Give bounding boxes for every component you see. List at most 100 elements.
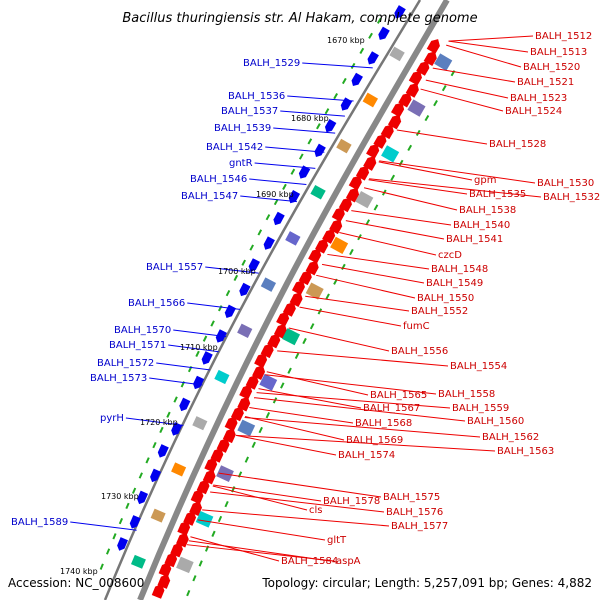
- tick-mark: [373, 204, 379, 211]
- plus-gene-arrow: [351, 72, 363, 87]
- gene-label-minus[interactable]: BALH_1532: [543, 192, 600, 203]
- gene-label-plus[interactable]: BALH_1539: [214, 123, 271, 134]
- gene-label-plus[interactable]: BALH_1546: [190, 174, 247, 185]
- leader-line: [351, 210, 452, 226]
- feature-block: [192, 416, 208, 431]
- gene-label-minus[interactable]: BALH_1575: [383, 492, 440, 503]
- gene-label-minus[interactable]: BALH_1584: [281, 556, 338, 567]
- plus-gene-arrow: [378, 26, 390, 40]
- gene-label-minus[interactable]: BALH_1576: [386, 507, 443, 518]
- tick-mark: [173, 396, 178, 403]
- gene-label-minus[interactable]: BALH_1548: [431, 264, 488, 275]
- kbp-label: 1700 kbp: [218, 267, 256, 276]
- kbp-label: 1680 kbp: [291, 114, 329, 123]
- leader-line: [379, 160, 536, 184]
- gene-label-minus[interactable]: BALH_1563: [497, 446, 554, 457]
- gene-label-minus[interactable]: BALH_1520: [523, 62, 580, 73]
- leader-line: [273, 127, 336, 134]
- gene-label-minus[interactable]: gltT: [327, 535, 347, 546]
- plus-gene-arrow: [179, 397, 191, 412]
- gene-label-plus[interactable]: gntR: [229, 158, 253, 169]
- gene-label-plus[interactable]: BALH_1537: [221, 106, 278, 117]
- gene-label-plus[interactable]: BALH_1566: [128, 298, 185, 309]
- leader-line: [446, 44, 522, 68]
- gene-label-minus[interactable]: BALH_1541: [446, 234, 503, 245]
- gene-label-plus[interactable]: BALH_1557: [146, 262, 203, 273]
- gene-label-minus[interactable]: BALH_1523: [510, 93, 567, 104]
- gene-label-plus[interactable]: pyrH: [100, 413, 124, 424]
- plus-gene-arrow: [157, 444, 169, 458]
- gene-label-minus[interactable]: BALH_1577: [391, 521, 448, 532]
- gene-label-minus[interactable]: BALH_1559: [452, 403, 509, 414]
- gene-label-minus[interactable]: aspA: [336, 556, 361, 567]
- leader-line: [236, 434, 337, 456]
- leader-line: [254, 162, 316, 169]
- gene-label-minus[interactable]: fumC: [403, 321, 430, 332]
- kbp-label: 1690 kbp: [256, 190, 294, 199]
- gene-label-plus[interactable]: BALH_1572: [97, 358, 154, 369]
- leader-line: [205, 266, 259, 274]
- gene-label-minus[interactable]: BALH_1535: [469, 189, 526, 200]
- tick-mark: [349, 248, 354, 256]
- gene-label-plus[interactable]: BALH_1547: [181, 191, 238, 202]
- gene-label-minus[interactable]: BALH_1567: [363, 403, 420, 414]
- plus-gene-arrow: [288, 189, 301, 204]
- gene-label-minus[interactable]: BALH_1560: [467, 416, 524, 427]
- gene-label-plus[interactable]: BALH_1542: [206, 142, 263, 153]
- leader-line: [187, 302, 240, 310]
- feature-block: [389, 46, 405, 62]
- leader-line: [396, 129, 488, 145]
- leader-line: [218, 472, 382, 498]
- gene-label-minus[interactable]: BALH_1538: [459, 205, 516, 216]
- tick-mark: [257, 229, 263, 236]
- leader-line: [190, 536, 280, 562]
- gene-label-minus[interactable]: BALH_1530: [537, 178, 594, 189]
- gene-label-minus[interactable]: BALH_1574: [338, 450, 395, 461]
- feature-block: [434, 53, 453, 71]
- gene-label-minus[interactable]: BALH_1565: [370, 390, 427, 401]
- tick-mark: [125, 502, 130, 510]
- gene-label-minus[interactable]: BALH_1550: [417, 293, 474, 304]
- gene-label-minus[interactable]: BALH_1540: [453, 220, 510, 231]
- feature-block: [362, 92, 379, 108]
- tick-mark: [350, 62, 356, 70]
- gene-label-minus[interactable]: BALH_1552: [411, 306, 468, 317]
- gene-label-minus[interactable]: cls: [309, 505, 323, 516]
- leader-line: [369, 178, 542, 198]
- gene-label-minus[interactable]: BALH_1524: [505, 106, 562, 117]
- gene-label-plus[interactable]: BALH_1573: [90, 373, 147, 384]
- leader-line: [266, 371, 369, 396]
- tick-mark: [112, 533, 117, 540]
- gene-label-minus[interactable]: czcD: [438, 250, 462, 261]
- gene-label-minus[interactable]: BALH_1556: [391, 346, 448, 357]
- plus-gene-arrow: [150, 468, 162, 483]
- accession-label: Accession: NC_008600: [8, 576, 144, 590]
- gene-label-plus[interactable]: BALH_1589: [11, 517, 68, 528]
- gene-label-minus[interactable]: BALH_1554: [450, 361, 507, 372]
- gene-label-minus[interactable]: BALH_1549: [426, 278, 483, 289]
- leader-line: [420, 88, 504, 112]
- leader-line: [339, 232, 437, 256]
- leader-line: [210, 491, 385, 513]
- page-title: Bacillus thuringiensis str. Al Hakam, co…: [122, 11, 477, 26]
- gene-label-plus[interactable]: BALH_1571: [109, 340, 166, 351]
- gene-label-minus[interactable]: BALH_1528: [489, 139, 546, 150]
- feature-block: [214, 369, 230, 385]
- plus-gene-arrow: [314, 143, 326, 157]
- gene-label-minus[interactable]: BALH_1521: [517, 77, 574, 88]
- gene-label-minus[interactable]: BALH_1512: [535, 31, 592, 42]
- minus-gene-arrow: [408, 70, 422, 86]
- tick-mark: [287, 367, 292, 374]
- gene-label-plus[interactable]: BALH_1536: [228, 91, 285, 102]
- gene-label-minus[interactable]: gpm: [474, 175, 496, 186]
- gene-label-minus[interactable]: BALH_1568: [355, 418, 412, 429]
- leader-line: [299, 306, 402, 327]
- leader-line: [213, 484, 322, 502]
- gene-label-minus[interactable]: BALH_1569: [346, 435, 403, 446]
- gene-label-minus[interactable]: BALH_1578: [323, 496, 380, 507]
- gene-label-minus[interactable]: BALH_1562: [482, 432, 539, 443]
- gene-label-plus[interactable]: BALH_1570: [114, 325, 171, 336]
- gene-label-minus[interactable]: BALH_1513: [530, 47, 587, 58]
- gene-label-minus[interactable]: BALH_1558: [438, 389, 495, 400]
- gene-label-plus[interactable]: BALH_1529: [243, 58, 300, 69]
